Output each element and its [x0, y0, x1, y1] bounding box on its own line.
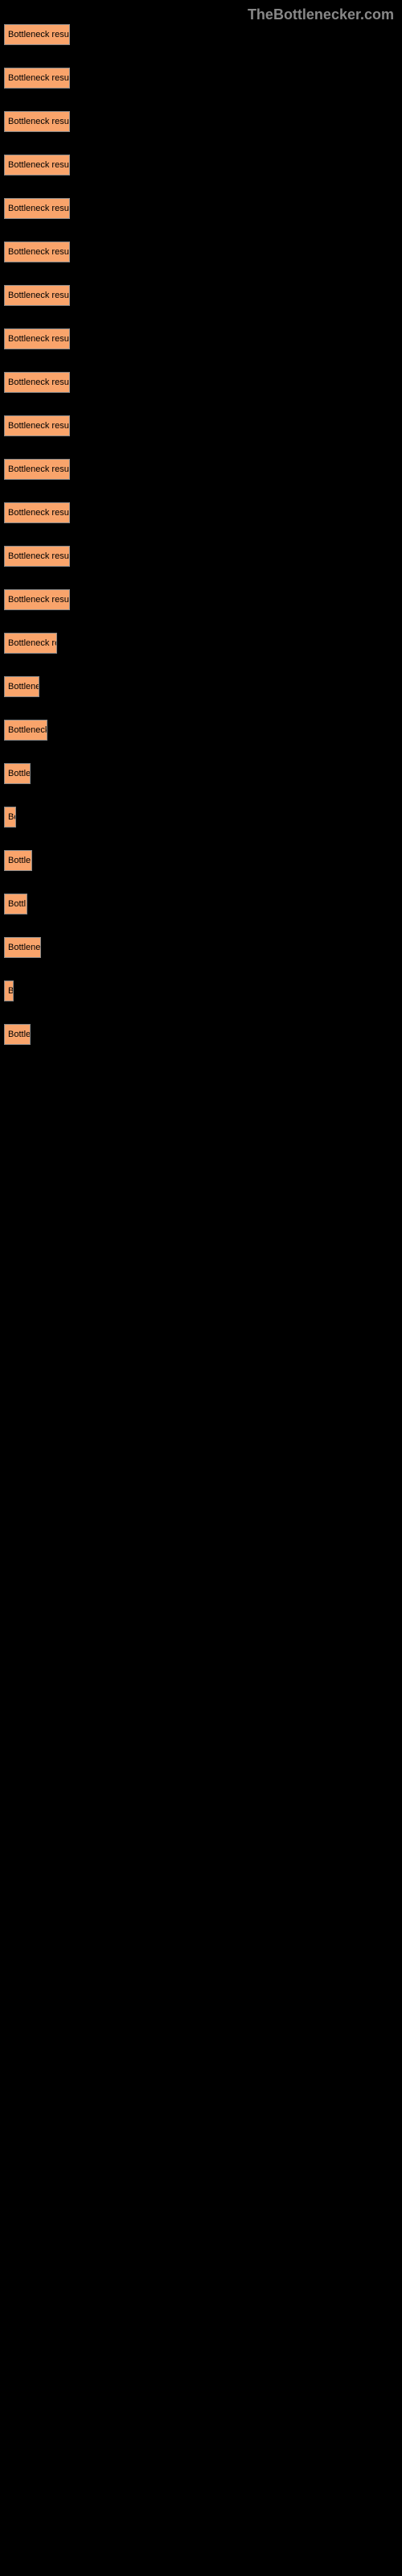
bar-row: Bottleneck result	[4, 155, 402, 175]
bar: Bottle	[4, 850, 32, 871]
bar: Bottleneck result	[4, 111, 70, 132]
bar-row: Bottle	[4, 850, 402, 871]
bar-row: Bottleneck result	[4, 285, 402, 306]
bar-label: B	[8, 986, 14, 996]
bar-row: Bottle	[4, 763, 402, 784]
bar-label: Bottleneck result	[8, 247, 70, 257]
bar-label: Bottl	[8, 899, 26, 909]
bar-label: Bottleneck result	[8, 334, 70, 344]
bar-row: Bottleneck result	[4, 328, 402, 349]
bar-row: Bottleneck result	[4, 198, 402, 219]
bar-row: Bo	[4, 807, 402, 828]
bar: Bottleneck result	[4, 415, 70, 436]
bar-label: Bottleneck result	[8, 551, 70, 561]
bar-label: Bo	[8, 812, 16, 822]
bar: Bottle	[4, 1024, 31, 1045]
bar: B	[4, 980, 14, 1001]
bar-row: Bottleneck result	[4, 589, 402, 610]
bar-label: Bottleneck result	[8, 117, 70, 126]
bar: Bottleneck result	[4, 242, 70, 262]
bar-label: Bottleneck result	[8, 204, 70, 213]
bar-label: Bottle	[8, 769, 31, 778]
bar: Bottleneck result	[4, 285, 70, 306]
bar-row: Bottleneck result	[4, 415, 402, 436]
bar-row: Bottleneck result	[4, 24, 402, 45]
bar: Bottleneck result	[4, 24, 70, 45]
bar-row: Bottle	[4, 1024, 402, 1045]
bar-label: Bottlene	[8, 943, 40, 952]
bar-row: Bottleneck result	[4, 546, 402, 567]
bar-row: Bottleneck	[4, 720, 402, 741]
bar-row: Bottleneck result	[4, 372, 402, 393]
bar-row: Bottl	[4, 894, 402, 914]
bar: Bottleneck result	[4, 459, 70, 480]
bar: Bottle	[4, 763, 31, 784]
bar-label: Bottleneck result	[8, 595, 70, 605]
bar: Bottleneck result	[4, 155, 70, 175]
bar-label: Bottleneck result	[8, 464, 70, 474]
bar-row: Bottleneck re	[4, 633, 402, 654]
bar-label: Bottleneck result	[8, 421, 70, 431]
bar-label: Bottlene	[8, 682, 39, 691]
bar-chart: Bottleneck result Bottleneck result Bottle…	[0, 0, 402, 1045]
bar-label: Bottleneck result	[8, 508, 70, 518]
bar-row: B	[4, 980, 402, 1001]
bar-label: Bottleneck result	[8, 160, 70, 170]
bar: Bottleneck result	[4, 589, 70, 610]
bar-row: Bottlene	[4, 937, 402, 958]
bar-label: Bottleneck result	[8, 30, 70, 39]
bar-label: Bottleneck result	[8, 73, 70, 83]
bar: Bottleneck	[4, 720, 47, 741]
bar: Bottleneck result	[4, 372, 70, 393]
bar: Bottleneck re	[4, 633, 57, 654]
bar-row: Bottleneck result	[4, 502, 402, 523]
bar-row: Bottleneck result	[4, 242, 402, 262]
bar: Bottlene	[4, 676, 39, 697]
bar: Bottleneck result	[4, 502, 70, 523]
bar: Bottleneck result	[4, 328, 70, 349]
bar-row: Bottleneck result	[4, 111, 402, 132]
bar-row: Bottleneck result	[4, 68, 402, 89]
bar-label: Bottleneck result	[8, 291, 70, 300]
watermark-text: TheBottlenecker.com	[248, 6, 394, 23]
bar-label: Bottle	[8, 1030, 31, 1039]
bar: Bo	[4, 807, 16, 828]
bar-label: Bottleneck result	[8, 378, 70, 387]
bar: Bottleneck result	[4, 546, 70, 567]
bar-label: Bottleneck re	[8, 638, 57, 648]
bar-row: Bottlene	[4, 676, 402, 697]
bar-label: Bottleneck	[8, 725, 47, 735]
bar: Bottleneck result	[4, 198, 70, 219]
bar: Bottlene	[4, 937, 41, 958]
bar-row: Bottleneck result	[4, 459, 402, 480]
bar-label: Bottle	[8, 856, 31, 865]
bar: Bottleneck result	[4, 68, 70, 89]
bar: Bottl	[4, 894, 27, 914]
